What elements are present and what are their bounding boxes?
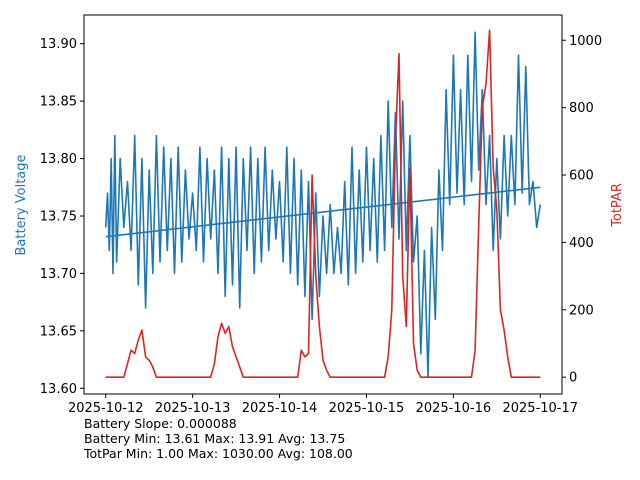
x-tick-label: 2025-10-17 — [502, 401, 578, 416]
series-line-2 — [105, 29, 541, 378]
battery-stats-text: Battery Min: 13.61 Max: 13.91 Avg: 13.75 — [84, 431, 346, 446]
left-y-tick-label: 13.85 — [40, 95, 77, 110]
right-y-tick-label: 1000 — [569, 34, 602, 49]
left-y-tick-label: 13.65 — [40, 324, 77, 339]
right-y-tick-label: 200 — [569, 303, 594, 318]
left-y-tick-label: 13.90 — [40, 37, 77, 52]
right-y-tick-label: 400 — [569, 236, 594, 251]
battery-slope-text: Battery Slope: 0.000088 — [84, 416, 237, 431]
summary-text: Battery Slope: 0.000088 Battery Min: 13.… — [84, 416, 353, 461]
series-line-0 — [104, 31, 542, 378]
x-tick-label: 2025-10-14 — [242, 401, 318, 416]
chart: 2025-10-12 2025-10-13 2025-10-14 2025-10-15… — [14, 14, 625, 416]
left-y-axis: 13.60 13.65 13.70 13.75 13.80 13.85 13.90 — [40, 37, 84, 397]
right-axis-label: TotPAR — [610, 183, 625, 228]
x-axis: 2025-10-12 2025-10-13 2025-10-14 2025-10-15… — [68, 394, 578, 416]
left-y-tick-label: 13.70 — [40, 267, 77, 282]
right-y-tick-label: 800 — [569, 101, 594, 116]
x-tick-label: 2025-10-15 — [329, 401, 405, 416]
x-tick-label: 2025-10-12 — [68, 401, 144, 416]
right-y-tick-label: 0 — [569, 371, 577, 386]
x-tick-label: 2025-10-13 — [155, 401, 231, 416]
right-y-tick-label: 600 — [569, 169, 594, 184]
right-y-axis: 0 200 400 600 800 1000 — [562, 34, 602, 386]
left-y-tick-label: 13.75 — [40, 209, 77, 224]
left-y-tick-label: 13.60 — [40, 382, 77, 397]
plot-frame — [83, 14, 563, 395]
left-axis-label: Battery Voltage — [14, 154, 29, 255]
totpar-stats-text: TotPar Min: 1.00 Max: 1030.00 Avg: 108.0… — [84, 446, 353, 461]
left-y-tick-label: 13.80 — [40, 152, 77, 167]
plot-series — [104, 29, 542, 378]
x-tick-label: 2025-10-16 — [416, 401, 492, 416]
series-line-1 — [105, 186, 541, 238]
